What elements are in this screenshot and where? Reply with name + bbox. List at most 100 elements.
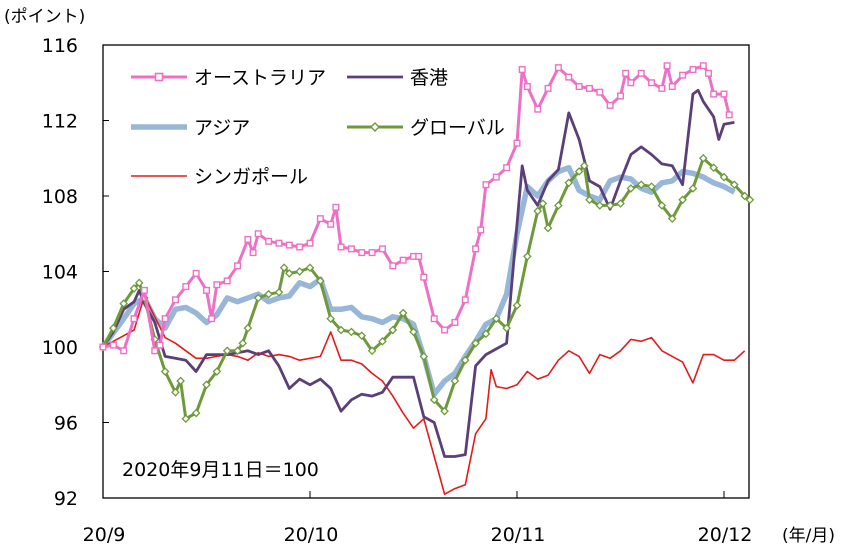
data-point bbox=[249, 249, 257, 257]
data-point bbox=[409, 327, 418, 337]
x-tick-label: 20/11 bbox=[491, 524, 546, 546]
data-point bbox=[596, 88, 604, 96]
data-point bbox=[477, 226, 485, 234]
data-point bbox=[543, 223, 553, 233]
x-axis-ticks: 20/9 20/10 20/11 20/12 bbox=[83, 491, 753, 546]
legend-marker bbox=[370, 122, 380, 132]
data-point bbox=[461, 296, 469, 304]
data-point bbox=[730, 180, 739, 189]
data-point bbox=[740, 191, 750, 201]
data-point bbox=[648, 79, 656, 87]
series-line bbox=[101, 156, 751, 421]
data-point bbox=[156, 341, 164, 349]
data-point bbox=[745, 195, 755, 205]
data-point bbox=[129, 284, 139, 293]
y-tick-label: 116 bbox=[42, 35, 78, 57]
data-point bbox=[575, 83, 583, 91]
data-point bbox=[171, 387, 180, 397]
plot-frame bbox=[102, 44, 750, 499]
data-point bbox=[554, 201, 563, 210]
data-point bbox=[316, 276, 325, 286]
data-point bbox=[181, 414, 191, 424]
data-point bbox=[296, 243, 304, 251]
data-point bbox=[347, 327, 356, 337]
data-point bbox=[176, 376, 185, 386]
data-point bbox=[502, 323, 511, 333]
data-point bbox=[606, 101, 614, 109]
data-point bbox=[709, 163, 718, 173]
data-point bbox=[212, 367, 222, 376]
data-point bbox=[295, 267, 304, 276]
data-point bbox=[99, 343, 107, 351]
data-point bbox=[336, 325, 346, 335]
data-point bbox=[120, 347, 128, 355]
data-point bbox=[471, 338, 480, 348]
data-point bbox=[305, 263, 315, 273]
data-point bbox=[222, 346, 232, 356]
data-point bbox=[398, 308, 408, 318]
y-axis-ticks: 92 96 100 104 108 112 116 bbox=[42, 35, 109, 510]
data-point bbox=[378, 245, 386, 253]
data-point bbox=[134, 278, 144, 288]
data-point bbox=[491, 314, 501, 324]
data-point bbox=[192, 269, 200, 277]
data-point bbox=[657, 201, 667, 210]
data-point bbox=[327, 220, 335, 228]
data-point bbox=[663, 62, 671, 70]
data-point bbox=[253, 293, 263, 303]
data-point bbox=[492, 173, 500, 181]
x-tick-label: 20/9 bbox=[83, 524, 126, 546]
data-point bbox=[368, 249, 376, 257]
data-point bbox=[481, 329, 491, 339]
data-point bbox=[238, 338, 248, 348]
data-point bbox=[668, 83, 676, 91]
data-point bbox=[441, 326, 449, 334]
y-axis-unit-label: (ポイント) bbox=[4, 7, 85, 27]
data-point bbox=[523, 252, 532, 261]
data-point bbox=[689, 66, 697, 74]
data-point bbox=[182, 283, 190, 291]
data-point bbox=[636, 180, 646, 189]
series-line bbox=[101, 88, 735, 458]
data-point bbox=[243, 323, 253, 333]
data-point bbox=[367, 346, 377, 356]
data-point bbox=[378, 337, 387, 346]
data-point bbox=[202, 380, 211, 390]
data-point bbox=[223, 277, 231, 285]
data-point bbox=[627, 79, 635, 87]
data-point bbox=[191, 408, 201, 418]
data-point bbox=[698, 153, 708, 163]
data-point bbox=[725, 111, 733, 119]
data-point bbox=[679, 71, 687, 79]
data-point bbox=[415, 252, 423, 260]
series-line bbox=[100, 164, 736, 397]
data-point bbox=[704, 69, 712, 77]
data-point bbox=[337, 243, 345, 251]
data-point bbox=[538, 199, 548, 208]
data-point bbox=[720, 90, 728, 98]
data-point bbox=[533, 206, 543, 216]
data-point bbox=[585, 195, 594, 205]
data-point bbox=[244, 235, 252, 243]
data-point bbox=[579, 161, 589, 171]
x-tick-label: 20/12 bbox=[698, 524, 753, 546]
data-point bbox=[332, 203, 340, 211]
series-line bbox=[102, 295, 746, 496]
data-point bbox=[160, 367, 170, 376]
data-point bbox=[616, 199, 625, 208]
data-point bbox=[595, 201, 605, 210]
data-point bbox=[326, 314, 336, 324]
data-point bbox=[544, 84, 552, 92]
data-point bbox=[161, 315, 169, 323]
data-point bbox=[710, 90, 718, 98]
y-tick-label: 112 bbox=[42, 111, 78, 133]
legend-label: 香港 bbox=[410, 67, 448, 89]
data-point bbox=[284, 269, 294, 278]
data-point bbox=[109, 341, 117, 349]
data-point bbox=[688, 184, 698, 193]
data-point bbox=[130, 315, 138, 323]
data-point bbox=[605, 201, 615, 210]
data-point bbox=[264, 289, 273, 299]
legend-marker bbox=[154, 72, 164, 82]
data-point bbox=[151, 347, 159, 355]
